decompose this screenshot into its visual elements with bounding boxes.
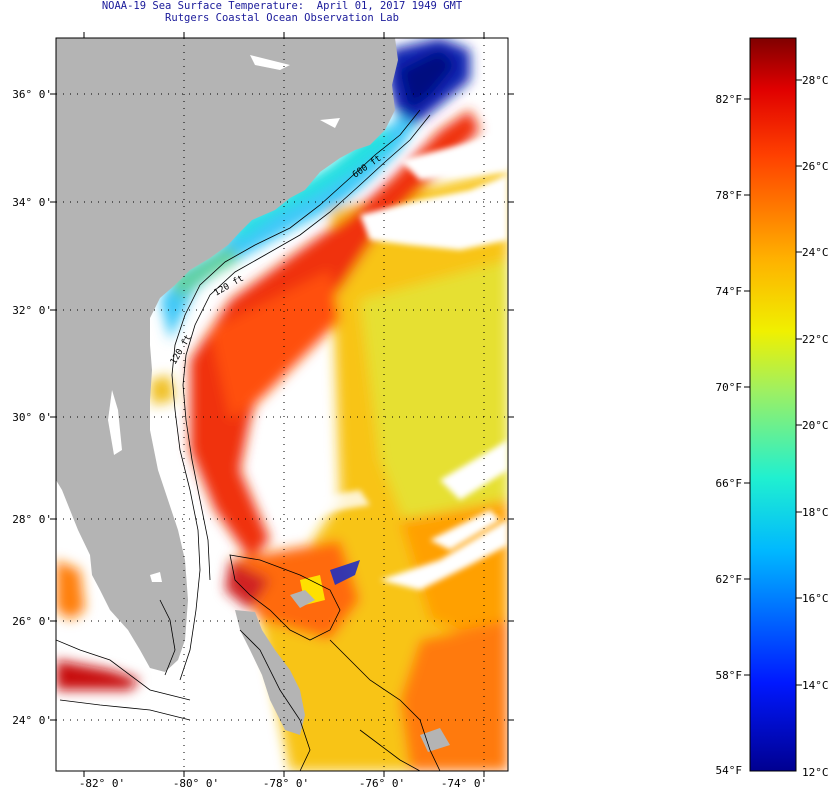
lat-label: 24° 0': [12, 714, 52, 727]
lon-label: -82° 0': [78, 777, 126, 790]
colorbar-f-label: 58°F: [715, 669, 743, 682]
bathymetry-contours: [56, 109, 441, 771]
colorbar-ticks: [744, 79, 802, 686]
colorbar-c-label: 14°C: [802, 679, 829, 692]
land-mass: [56, 38, 398, 672]
colorbar-c-label: 16°C: [802, 592, 829, 605]
colorbar-f-label: 62°F: [715, 573, 743, 586]
lon-label: -74° 0': [440, 777, 488, 790]
colorbar-f-label: 66°F: [715, 477, 743, 490]
map-area: [56, 38, 508, 771]
lat-label: 36° 0': [12, 88, 52, 101]
cloud-patches: [300, 130, 508, 590]
colorbar-c-label: 26°C: [802, 160, 829, 173]
map-title: NOAA-19 Sea Surface Temperature: April 0…: [101, 0, 463, 12]
colorbar-f-label: 78°F: [715, 189, 743, 202]
colorbar-c-label: 20°C: [802, 419, 829, 432]
colorbar-c-label: 24°C: [802, 246, 829, 259]
colorbar-c-label: 22°C: [802, 333, 829, 346]
colorbar-f-label: 82°F: [715, 93, 743, 106]
map-ticks: [50, 32, 514, 777]
lat-label: 28° 0': [12, 513, 52, 526]
colorbar: [749, 37, 797, 772]
colorbar-f-label: 74°F: [715, 285, 743, 298]
lat-label: 26° 0': [12, 615, 52, 628]
lat-label: 30° 0': [12, 411, 52, 424]
colorbar-min-c: 12°C: [802, 766, 829, 779]
lat-label: 34° 0': [12, 196, 52, 209]
colorbar-c-label: 18°C: [802, 506, 829, 519]
island-land: [235, 610, 305, 735]
lon-label: -78° 0': [262, 777, 310, 790]
lat-label: 32° 0': [12, 304, 52, 317]
colorbar-min-f: 54°F: [715, 764, 743, 777]
colorbar-c-label: 28°C: [802, 74, 829, 87]
lon-label: -80° 0': [172, 777, 220, 790]
colorbar-f-label: 70°F: [715, 381, 743, 394]
lon-label: -76° 0': [358, 777, 406, 790]
map-frame: [55, 37, 509, 772]
map-subtitle: Rutgers Coastal Ocean Observation Lab: [165, 12, 399, 24]
